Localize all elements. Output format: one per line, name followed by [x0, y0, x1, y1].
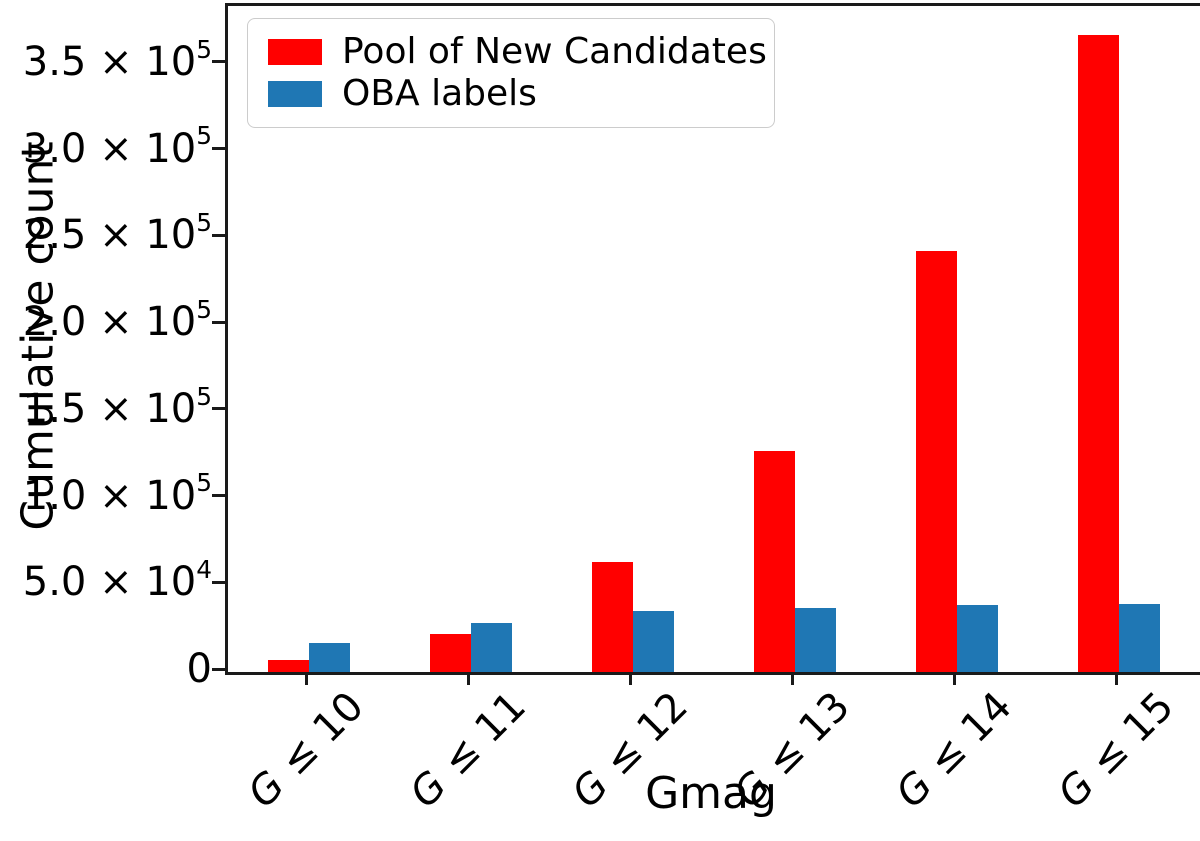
- y-axis-label: Cumulative count: [12, 141, 64, 531]
- bar-pool-2: [430, 633, 471, 672]
- bar-oba-4: [795, 607, 836, 672]
- legend-swatch-pool-of-new-candidates: [268, 39, 322, 65]
- x-axis-label: Gmag: [645, 768, 777, 819]
- x-tick-mark: [1114, 672, 1118, 685]
- y-tick-mark: [212, 667, 225, 671]
- bar-pool-3: [592, 561, 633, 672]
- y-tick-label: 5.0 × 104: [22, 554, 212, 606]
- bar-oba-2: [471, 623, 512, 672]
- y-tick-label: 2.5 × 105: [22, 208, 212, 259]
- x-tick-mark: [790, 672, 794, 685]
- x-tick-mark: [466, 672, 470, 685]
- y-tick-mark: [212, 407, 225, 411]
- y-tick-label: 3.5 × 105: [22, 34, 212, 85]
- bar-oba-5: [957, 604, 998, 672]
- y-tick-label: 2.0 × 105: [22, 294, 212, 346]
- y-tick-mark: [212, 60, 225, 64]
- y-tick-label: 1.0 × 105: [22, 468, 212, 519]
- y-tick-mark: [212, 233, 225, 237]
- plot-area: [225, 3, 1200, 675]
- x-tick-mark: [952, 672, 956, 685]
- y-tick-label: 0: [186, 646, 212, 692]
- legend: Pool of New Candidates OBA labels: [247, 18, 775, 128]
- x-tick-mark: [304, 672, 308, 685]
- legend-label-pool-of-new-candidates: Pool of New Candidates: [342, 31, 767, 72]
- bar-oba-6: [1119, 604, 1160, 672]
- y-tick-mark: [212, 494, 225, 498]
- legend-item-pool-of-new-candidates: Pool of New Candidates: [268, 34, 767, 70]
- y-tick-mark: [212, 147, 225, 151]
- x-tick-mark: [628, 672, 632, 685]
- y-tick-mark: [212, 320, 225, 324]
- legend-swatch-oba-labels: [268, 81, 322, 107]
- bar-pool-6: [1078, 35, 1119, 672]
- bar-pool-1: [268, 659, 309, 672]
- y-tick-mark: [212, 580, 225, 584]
- y-tick-label: 1.5 × 105: [22, 381, 212, 432]
- legend-label-oba-labels: OBA labels: [342, 73, 537, 114]
- bar-oba-3: [633, 611, 674, 672]
- bar-pool-5: [916, 251, 957, 672]
- bar-pool-4: [754, 450, 795, 672]
- legend-item-oba-labels: OBA labels: [268, 76, 754, 112]
- y-tick-label: 3.0 × 105: [22, 121, 212, 172]
- bar-oba-1: [309, 642, 350, 672]
- bars-layer: [228, 6, 1200, 672]
